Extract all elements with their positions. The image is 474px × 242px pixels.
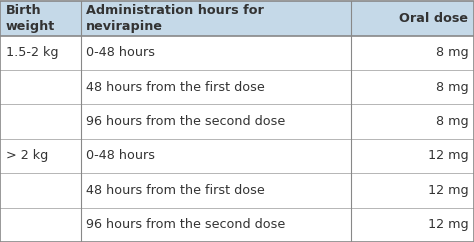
Bar: [0, 1, 81, 36]
Text: 96 hours from the second dose: 96 hours from the second dose: [86, 218, 285, 231]
Text: 12 mg: 12 mg: [428, 150, 468, 162]
Bar: [351, 36, 474, 70]
Bar: [351, 1, 474, 36]
Text: 1.5-2 kg: 1.5-2 kg: [6, 46, 58, 59]
Bar: [0, 104, 81, 139]
Bar: [351, 104, 474, 139]
Bar: [81, 1, 351, 36]
Text: > 2 kg: > 2 kg: [6, 150, 48, 162]
Text: 12 mg: 12 mg: [428, 184, 468, 197]
Bar: [351, 173, 474, 208]
Bar: [0, 173, 81, 208]
Bar: [0, 208, 81, 242]
Text: 8 mg: 8 mg: [436, 46, 468, 59]
Text: Oral dose: Oral dose: [399, 12, 468, 25]
Bar: [0, 70, 81, 104]
Text: 12 mg: 12 mg: [428, 218, 468, 231]
Bar: [81, 70, 351, 104]
Bar: [81, 173, 351, 208]
Text: 0-48 hours: 0-48 hours: [86, 150, 155, 162]
Bar: [351, 208, 474, 242]
Bar: [81, 208, 351, 242]
Text: Birth
weight: Birth weight: [6, 4, 55, 33]
Bar: [0, 139, 81, 173]
Bar: [81, 36, 351, 70]
Text: 8 mg: 8 mg: [436, 81, 468, 94]
Bar: [351, 139, 474, 173]
Text: 96 hours from the second dose: 96 hours from the second dose: [86, 115, 285, 128]
Text: 8 mg: 8 mg: [436, 115, 468, 128]
Bar: [81, 104, 351, 139]
Text: 0-48 hours: 0-48 hours: [86, 46, 155, 59]
Text: 48 hours from the first dose: 48 hours from the first dose: [86, 81, 265, 94]
Bar: [0, 36, 81, 70]
Text: 48 hours from the first dose: 48 hours from the first dose: [86, 184, 265, 197]
Text: Administration hours for
nevirapine: Administration hours for nevirapine: [86, 4, 264, 33]
Bar: [351, 70, 474, 104]
Bar: [81, 139, 351, 173]
